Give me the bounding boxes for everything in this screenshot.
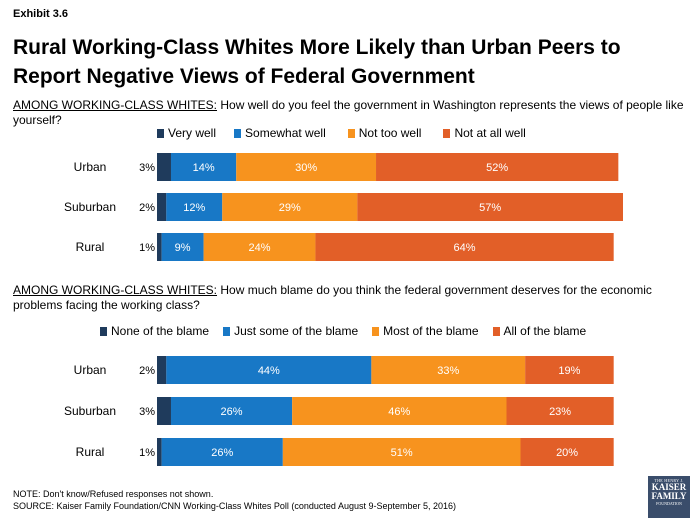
chart-1-bar-r0-s3 (376, 153, 619, 181)
chart-2-label-r1-s3: 23% (549, 406, 571, 418)
legend-2-swatch-0 (100, 326, 107, 336)
chart-1-bar-r1-s2 (222, 193, 358, 221)
chart-2-label-r1-s1: 26% (221, 406, 243, 418)
legend-2-swatch-3 (492, 326, 500, 336)
legend-1-label-2: Not too well (358, 126, 422, 140)
chart-1-bar-r2-s2 (203, 233, 316, 261)
legend-1: Very well Somewhat well Not too well Not… (157, 126, 526, 140)
legend-1-swatch-1 (234, 128, 242, 138)
chart-1-bar-r2-s0 (157, 233, 162, 261)
exhibit-label: Exhibit 3.6 (13, 8, 69, 20)
chart-1-category-2: Rural (76, 240, 105, 254)
chart-1-bar-r0-s0 (157, 153, 171, 181)
legend-1-label-3: Not at all well (454, 126, 526, 140)
source: SOURCE: Kaiser Family Foundation/CNN Wor… (13, 501, 457, 511)
logo-line-2: KAISER (651, 482, 687, 492)
question-1: AMONG WORKING-CLASS WHITES: How well do … (13, 98, 685, 128)
chart-1-label-r1-s3: 57% (479, 202, 501, 214)
legend-2-swatch-2 (372, 326, 380, 336)
chart-1-label-r2-s3: 64% (454, 242, 476, 254)
legend-2-label-0: None of the blame (111, 324, 210, 338)
chart-2-bar-r1-s3 (506, 397, 614, 425)
chart-1-bar-r1-s1 (166, 193, 223, 221)
question-1-text: How well do you feel the government in W… (13, 98, 684, 127)
chart-1-label-r0-s0: 3% (139, 162, 155, 174)
kff-logo: THE HENRY J. KAISER FAMILY FOUNDATION (648, 476, 690, 518)
question-2-lead: AMONG WORKING-CLASS WHITES: (13, 283, 218, 297)
chart-2-category-2: Rural (76, 445, 105, 459)
chart-2-label-r0-s0: 2% (139, 365, 155, 377)
chart-1-label-r2-s0: 1% (139, 242, 155, 254)
legend-2-label-3: All of the blame (503, 324, 587, 338)
chart-1-label-r1-s0: 2% (139, 202, 155, 214)
chart-1-label-r2-s1: 9% (175, 242, 191, 254)
chart-1-label-r0-s2: 30% (295, 162, 317, 174)
legend-2-swatch-1 (223, 326, 231, 336)
chart-1: Urban 3% 14% 30% 52% Suburban 2% 12% 29% 57% Rural… (0, 145, 698, 270)
chart-2-category-1: Suburban (64, 404, 116, 418)
chart-1-bar-r2-s3 (315, 233, 614, 261)
chart-2-bar-r0-s0 (157, 356, 167, 384)
chart-2-bar-r2-s3 (520, 438, 614, 466)
chart-2-bar-r2-s2 (282, 438, 521, 466)
legend-2-label-2: Most of the blame (383, 324, 479, 338)
chart-1-svg: Urban 3% 14% 30% 52% Suburban 2% 12% 29% 57% Rural… (64, 153, 623, 261)
legend-2-label-1: Just some of the blame (234, 324, 359, 338)
chart-2-bar-r0-s1 (166, 356, 372, 384)
logo-line-3: FAMILY (651, 491, 687, 501)
legend-1-label-1: Somewhat well (245, 126, 326, 140)
question-2-text: How much blame do you think the federal … (13, 283, 652, 312)
chart-1-bar-r2-s1 (161, 233, 204, 261)
chart-2-category-0: Urban (74, 363, 107, 377)
logo-line-1: THE HENRY J. (654, 478, 684, 483)
chart-2-bar-r0-s3 (525, 356, 614, 384)
chart-2-label-r1-s2: 46% (388, 406, 410, 418)
chart-2-label-r0-s2: 33% (437, 365, 459, 377)
legend-2: None of the blame Just some of the blame… (100, 324, 586, 338)
chart-1-bar-r0-s1 (170, 153, 237, 181)
chart-1-label-r0-s3: 52% (486, 162, 508, 174)
chart-1-category-0: Urban (74, 160, 107, 174)
chart-1-label-r1-s1: 12% (183, 202, 205, 214)
question-1-lead: AMONG WORKING-CLASS WHITES: (13, 98, 218, 112)
chart-1-label-r2-s2: 24% (249, 242, 271, 254)
note: NOTE: Don't know/Refused responses not s… (13, 489, 214, 499)
chart-2-svg: Urban 2% 44% 33% 19% Suburban 3% 26% 46% 23% Rural… (64, 356, 614, 466)
chart-1-bar-r0-s2 (236, 153, 377, 181)
logo-line-4: FOUNDATION (656, 501, 682, 506)
chart-2-bar-r0-s2 (371, 356, 526, 384)
chart-title: Rural Working-Class Whites More Likely t… (13, 36, 621, 88)
chart-2-label-r2-s2: 51% (391, 447, 413, 459)
chart-2-bar-r1-s2 (292, 397, 507, 425)
chart-1-category-1: Suburban (64, 200, 116, 214)
chart-2: Urban 2% 44% 33% 19% Suburban 3% 26% 46% 23% Rural… (0, 345, 698, 475)
legend-1-swatch-2 (347, 128, 355, 138)
chart-2-label-r2-s0: 1% (139, 447, 155, 459)
chart-2-label-r1-s0: 3% (139, 406, 155, 418)
chart-2-label-r0-s3: 19% (558, 365, 580, 377)
chart-1-label-r0-s1: 14% (193, 162, 215, 174)
legend-1-label-0: Very well (168, 126, 217, 140)
chart-2-bar-r2-s0 (157, 438, 162, 466)
chart-2-bar-r2-s1 (161, 438, 283, 466)
chart-2-bar-r1-s1 (170, 397, 293, 425)
legend-1-swatch-3 (443, 128, 451, 138)
question-2: AMONG WORKING-CLASS WHITES: How much bla… (13, 283, 685, 313)
chart-1-label-r1-s2: 29% (279, 202, 301, 214)
chart-2-label-r0-s1: 44% (258, 365, 280, 377)
chart-1-bar-r1-s0 (157, 193, 167, 221)
legend-1-swatch-0 (157, 128, 164, 138)
chart-2-bar-r1-s0 (157, 397, 171, 425)
chart-2-label-r2-s3: 20% (556, 447, 578, 459)
chart-1-bar-r1-s3 (357, 193, 623, 221)
chart-2-label-r2-s1: 26% (211, 447, 233, 459)
